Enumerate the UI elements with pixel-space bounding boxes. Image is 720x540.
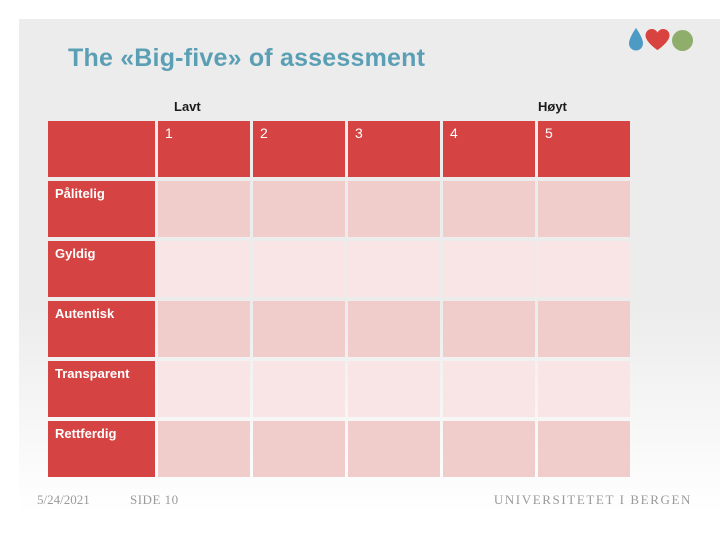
table-header-1: 1 — [158, 121, 250, 177]
slide-title: The «Big-five» of assessment — [68, 44, 426, 72]
table-cell — [538, 181, 630, 237]
table-cell — [253, 361, 345, 417]
row-label-rettferdig: Rettferdig — [48, 421, 155, 477]
uib-logo — [629, 28, 693, 51]
circle-icon — [672, 30, 693, 51]
table-header-2: 2 — [253, 121, 345, 177]
scale-label-high: Høyt — [538, 99, 567, 114]
table-cell — [253, 241, 345, 297]
table-cell — [348, 301, 440, 357]
slide-background: The «Big-five» of assessment Lavt Høyt 1… — [19, 19, 720, 540]
table-cell — [443, 361, 535, 417]
footer-date: 5/24/2021 — [37, 492, 90, 507]
footer-page-number: SIDE 10 — [130, 492, 179, 507]
footer-organization: UNIVERSITETET I BERGEN — [493, 492, 692, 507]
table-cell — [158, 361, 250, 417]
table-cell — [348, 181, 440, 237]
assessment-table: 1 2 3 4 5 Pålitelig Gyldig Autentisk Tra… — [48, 121, 630, 477]
table-cell — [538, 421, 630, 477]
row-label-autentisk: Autentisk — [48, 301, 155, 357]
table-header-3: 3 — [348, 121, 440, 177]
table-cell — [158, 421, 250, 477]
table-cell — [253, 301, 345, 357]
table-cell — [253, 421, 345, 477]
table-cell — [253, 181, 345, 237]
table-cell — [538, 301, 630, 357]
table-cell — [443, 301, 535, 357]
table-header-5: 5 — [538, 121, 630, 177]
table-corner-cell — [48, 121, 155, 177]
row-label-gyldig: Gyldig — [48, 241, 155, 297]
table-cell — [348, 421, 440, 477]
table-cell — [443, 421, 535, 477]
table-cell — [538, 361, 630, 417]
table-cell — [538, 241, 630, 297]
table-cell — [443, 181, 535, 237]
row-label-transparent: Transparent — [48, 361, 155, 417]
table-cell — [158, 181, 250, 237]
scale-label-low: Lavt — [174, 99, 201, 114]
table-cell — [348, 241, 440, 297]
table-cell — [443, 241, 535, 297]
table-header-4: 4 — [443, 121, 535, 177]
row-label-palitelig: Pålitelig — [48, 181, 155, 237]
heart-icon — [645, 28, 670, 50]
table-cell — [158, 241, 250, 297]
droplet-icon — [629, 28, 643, 51]
slide-footer: 5/24/2021 SIDE 10 UNIVERSITETET I BERGEN — [19, 492, 720, 522]
table-cell — [348, 361, 440, 417]
table-cell — [158, 301, 250, 357]
